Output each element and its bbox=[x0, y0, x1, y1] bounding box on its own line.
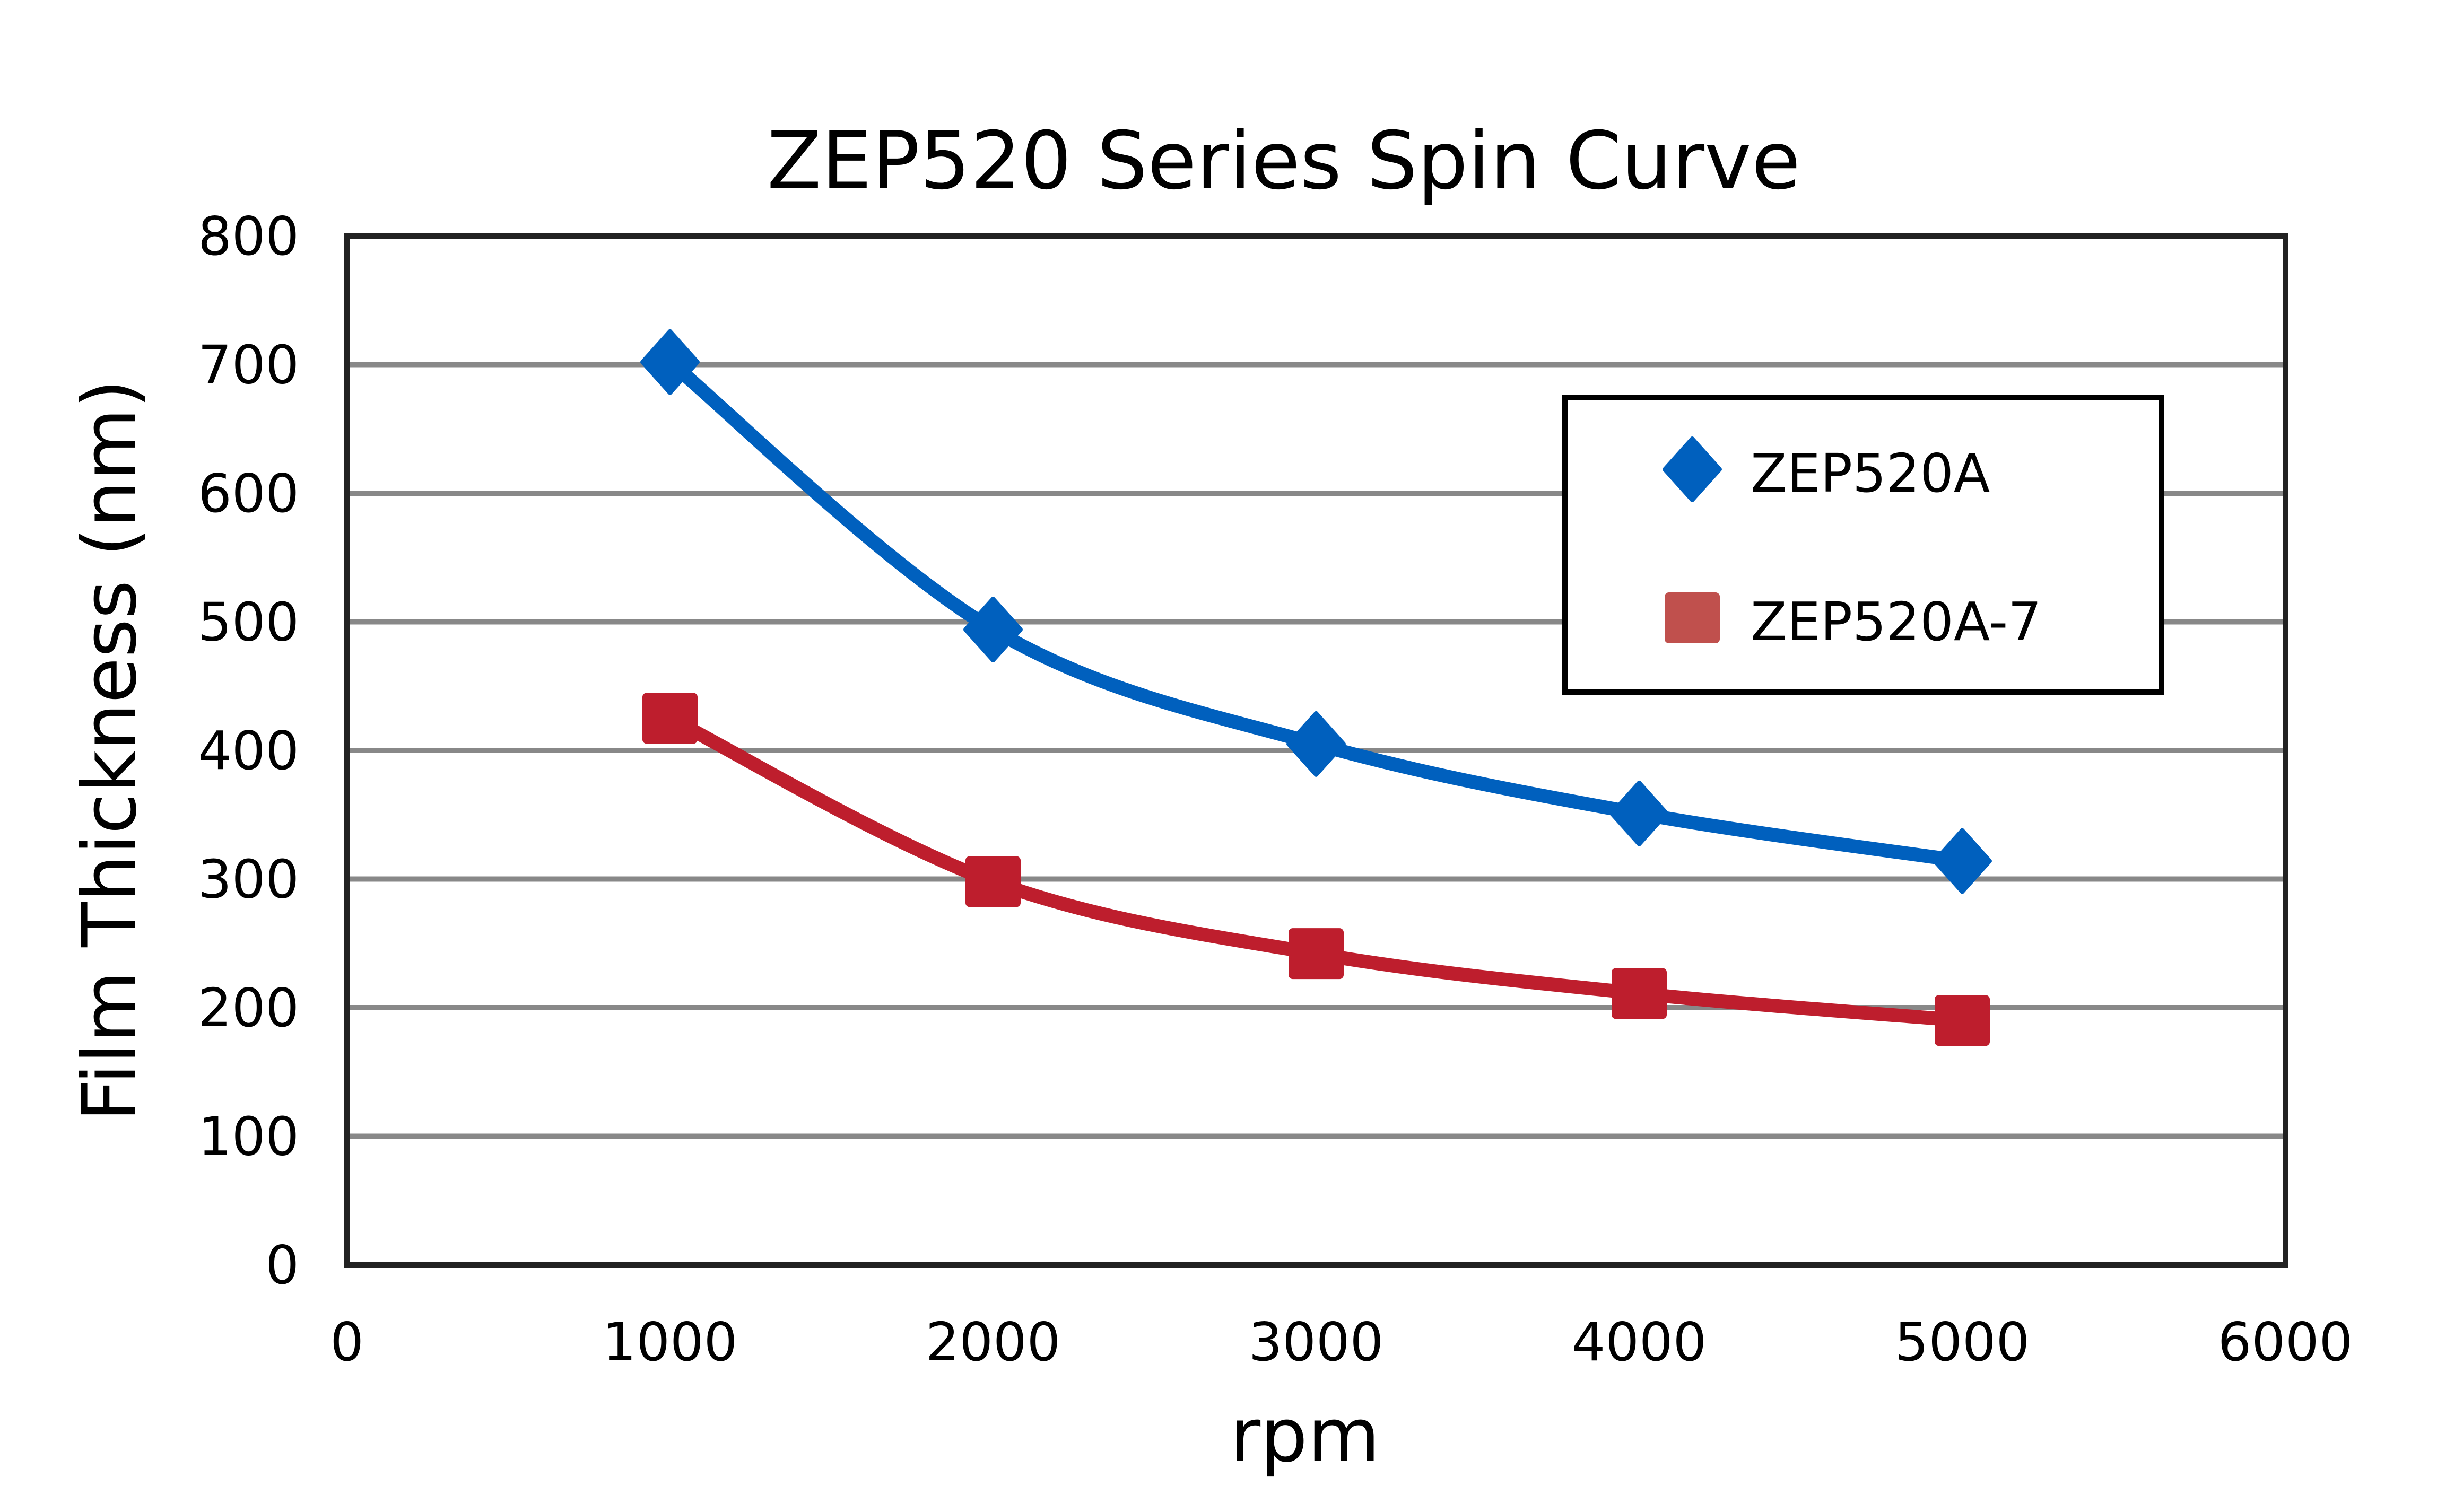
y-tick-label: 700 bbox=[198, 334, 299, 396]
square-marker bbox=[642, 693, 698, 744]
y-tick-label: 600 bbox=[198, 462, 299, 525]
x-tick-label: 3000 bbox=[1249, 1311, 1384, 1373]
chart-title: ZEP520 Series Spin Curve bbox=[767, 115, 1800, 207]
y-tick-label: 200 bbox=[198, 977, 299, 1039]
legend: ZEP520A ZEP520A-7 bbox=[1562, 395, 2164, 695]
series-zep520a-7 bbox=[642, 693, 1990, 1046]
y-tick-label: 100 bbox=[198, 1106, 299, 1168]
square-marker bbox=[1289, 928, 1344, 980]
y-axis-label: Film Thickness (nm) bbox=[67, 379, 153, 1122]
series-zep520a bbox=[640, 329, 1992, 894]
x-tick-label: 0 bbox=[330, 1311, 364, 1373]
diamond-marker bbox=[963, 597, 1023, 663]
legend-label: ZEP520A bbox=[1751, 442, 1990, 504]
plot-frame bbox=[344, 233, 2288, 1268]
series-layer bbox=[640, 329, 1992, 1046]
y-tick-label: 0 bbox=[265, 1234, 299, 1296]
square-marker bbox=[1612, 968, 1667, 1019]
x-tick-label: 1000 bbox=[603, 1311, 738, 1373]
square-marker bbox=[1935, 995, 1990, 1046]
diamond-marker bbox=[1286, 711, 1346, 777]
y-tick-label: 400 bbox=[198, 720, 299, 782]
x-tick-label: 2000 bbox=[926, 1311, 1061, 1373]
y-tick-label: 800 bbox=[198, 205, 299, 267]
y-tick-label: 500 bbox=[198, 591, 299, 653]
y-tick-labels: 0 100 200 300 400 500 600 700 800 bbox=[198, 205, 299, 1296]
diamond-marker bbox=[640, 329, 700, 395]
x-axis-label: rpm bbox=[1230, 1393, 1380, 1479]
x-tick-label: 6000 bbox=[2218, 1311, 2353, 1373]
legend-diamond-icon bbox=[1663, 436, 1722, 502]
legend-square-icon bbox=[1665, 592, 1720, 643]
x-tick-labels: 0 1000 2000 3000 4000 5000 6000 bbox=[330, 1311, 2353, 1373]
legend-box bbox=[1562, 395, 2164, 695]
diamond-marker bbox=[1933, 828, 1992, 894]
x-tick-label: 5000 bbox=[1895, 1311, 2030, 1373]
square-marker bbox=[965, 856, 1021, 907]
y-tick-label: 300 bbox=[198, 849, 299, 911]
legend-label: ZEP520A-7 bbox=[1751, 591, 2042, 653]
x-tick-label: 4000 bbox=[1572, 1311, 1707, 1373]
diamond-marker bbox=[1609, 780, 1669, 846]
